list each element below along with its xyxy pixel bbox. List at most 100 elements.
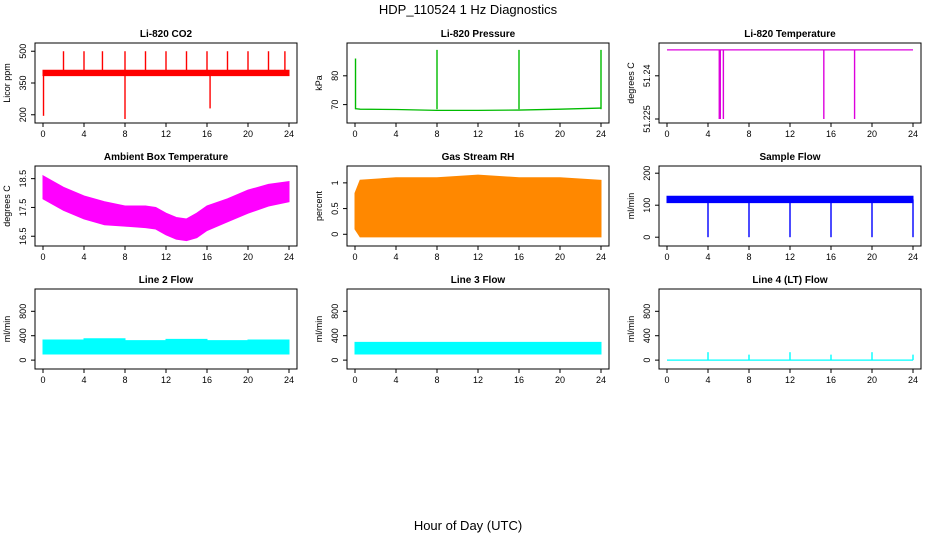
plot-frame [658, 42, 922, 124]
y-axis-label: ml/min [626, 316, 636, 343]
y-tick-label: 18.5 [18, 170, 28, 188]
x-tick-label: 16 [202, 129, 212, 139]
x-tick-label: 24 [284, 129, 294, 139]
x-tick-label: 20 [867, 375, 877, 385]
x-tick-label: 0 [40, 252, 45, 262]
panel-6: Sample Flow ml/min 0 4 8 12 16 20 24 0 100 200 [626, 152, 922, 262]
y-tick-label: 16.5 [18, 227, 28, 245]
panel-3: Li-820 Temperature degrees C 0 4 8 12 16 20 24 51… [626, 29, 922, 139]
x-tick-label: 12 [161, 129, 171, 139]
y-tick-label: 400 [642, 328, 652, 343]
y-axis-label: ml/min [626, 193, 636, 220]
y-axis-label: degrees C [626, 62, 636, 104]
y-tick-label: 0 [642, 358, 652, 363]
x-tick-label: 24 [596, 252, 606, 262]
x-tick-label: 12 [473, 129, 483, 139]
panel-title: Li-820 Pressure [441, 29, 516, 40]
panel-8: Line 3 Flow ml/min 0 4 8 12 16 20 24 0 400 800 [314, 275, 610, 385]
y-tick-label: 100 [642, 198, 652, 213]
y-axis-label: percent [314, 190, 324, 221]
x-tick-label: 12 [161, 252, 171, 262]
y-axis-label: ml/min [314, 316, 324, 343]
x-tick-label: 16 [514, 375, 524, 385]
x-tick-label: 12 [473, 375, 483, 385]
x-tick-label: 0 [352, 252, 357, 262]
y-tick-label: 80 [330, 71, 340, 81]
x-tick-label: 24 [908, 252, 918, 262]
x-tick-label: 20 [867, 129, 877, 139]
data-band [354, 174, 602, 238]
x-tick-label: 20 [243, 252, 253, 262]
data-band [354, 341, 602, 355]
x-tick-label: 8 [434, 252, 439, 262]
x-tick-label: 20 [555, 129, 565, 139]
x-tick-label: 24 [284, 375, 294, 385]
x-tick-label: 0 [664, 129, 669, 139]
data-line [354, 107, 602, 112]
x-axis-caption: Hour of Day (UTC) [413, 518, 523, 533]
x-tick-label: 8 [122, 129, 127, 139]
y-tick-label: 51.24 [642, 65, 652, 88]
x-tick-label: 24 [284, 252, 294, 262]
y-axis-label: degrees C [2, 185, 12, 227]
panel-7: Line 2 Flow ml/min 0 4 8 12 16 20 24 0 400 800 [2, 275, 298, 385]
x-tick-label: 0 [352, 129, 357, 139]
x-tick-label: 20 [243, 129, 253, 139]
panel-title: Li-820 CO2 [140, 29, 193, 40]
plot-frame [34, 288, 298, 370]
figure-title: HDP_110524 1 Hz Diagnostics [378, 2, 558, 17]
x-tick-label: 20 [243, 375, 253, 385]
x-tick-label: 0 [664, 375, 669, 385]
panel-5: Gas Stream RH percent 0 4 8 12 16 20 24 0 0.5 1 [314, 152, 610, 262]
y-tick-label: 800 [330, 304, 340, 319]
x-tick-label: 24 [908, 129, 918, 139]
y-tick-label: 17.5 [18, 199, 28, 217]
data-layer [42, 338, 290, 355]
y-axis-label: kPa [314, 75, 324, 91]
x-tick-label: 16 [202, 375, 212, 385]
x-tick-label: 24 [908, 375, 918, 385]
x-tick-label: 16 [514, 129, 524, 139]
x-tick-label: 16 [826, 375, 836, 385]
panel-9: Line 4 (LT) Flow ml/min 0 4 8 12 16 20 24 0 400 800 [626, 275, 922, 385]
x-tick-label: 0 [40, 375, 45, 385]
panel-4: Ambient Box Temperature degrees C 0 4 8 12 16 2… [2, 152, 298, 262]
y-tick-label: 51.225 [642, 105, 652, 133]
x-tick-label: 24 [596, 375, 606, 385]
x-tick-label: 12 [785, 129, 795, 139]
y-tick-label: 70 [330, 100, 340, 110]
y-axis-label: ml/min [2, 316, 12, 343]
data-layer [42, 174, 290, 242]
data-layer [354, 174, 602, 238]
panel-title: Line 2 Flow [139, 275, 194, 286]
x-tick-label: 8 [434, 129, 439, 139]
y-tick-label: 1 [330, 180, 340, 185]
x-tick-label: 8 [746, 252, 751, 262]
data-layer [667, 49, 913, 119]
x-tick-label: 4 [393, 252, 398, 262]
x-tick-label: 8 [434, 375, 439, 385]
x-tick-label: 0 [664, 252, 669, 262]
y-tick-label: 0.5 [330, 202, 340, 215]
x-tick-label: 4 [705, 252, 710, 262]
plot-frame [346, 288, 610, 370]
x-tick-label: 4 [81, 375, 86, 385]
x-tick-label: 4 [705, 375, 710, 385]
y-tick-label: 200 [18, 107, 28, 122]
x-tick-label: 4 [81, 252, 86, 262]
x-tick-label: 24 [596, 129, 606, 139]
y-axis-label: Licor ppm [2, 63, 12, 103]
panel-1: Li-820 CO2 Licor ppm 0 4 8 12 16 20 24 200 350 500 [2, 29, 298, 139]
y-tick-label: 0 [642, 235, 652, 240]
y-tick-label: 350 [18, 75, 28, 90]
data-layer [667, 352, 914, 361]
panel-title: Line 3 Flow [451, 275, 506, 286]
x-tick-label: 4 [81, 129, 86, 139]
panel-2: Li-820 Pressure kPa 0 4 8 12 16 20 24 70 80 [314, 29, 610, 139]
x-tick-label: 12 [161, 375, 171, 385]
panel-title: Ambient Box Temperature [104, 152, 229, 163]
data-layer [354, 49, 602, 112]
panel-title: Sample Flow [759, 152, 820, 163]
x-tick-label: 16 [826, 129, 836, 139]
x-tick-label: 8 [122, 252, 127, 262]
